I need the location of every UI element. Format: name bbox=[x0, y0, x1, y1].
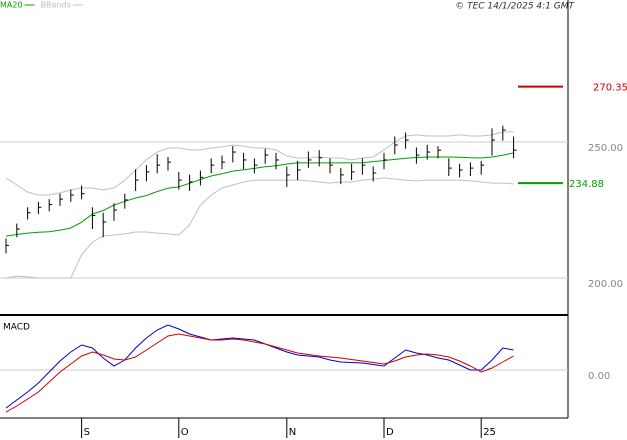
legend-label: BBands bbox=[41, 1, 71, 10]
y-tick-label: 250.00 bbox=[588, 143, 623, 154]
macd-line bbox=[5, 324, 514, 409]
x-tick-label: 25 bbox=[483, 427, 496, 438]
legend-label: MA20 bbox=[0, 1, 23, 10]
level-label: 270.35 bbox=[593, 83, 627, 94]
ma-line bbox=[5, 152, 514, 237]
y-tick-label: 200.00 bbox=[588, 279, 623, 290]
panel-title: MACD bbox=[3, 323, 30, 333]
level-label: 234.88 bbox=[569, 179, 604, 190]
x-tick-label: N bbox=[289, 427, 296, 438]
y-tick-label: 0.00 bbox=[588, 371, 610, 382]
x-tick-label: S bbox=[84, 427, 90, 438]
source-note: © TEC 14/1/2025 4:1 GMT bbox=[455, 2, 575, 12]
x-tick-label: D bbox=[386, 427, 394, 438]
band-upper bbox=[5, 131, 514, 196]
macd-line bbox=[5, 333, 514, 413]
band-lower bbox=[5, 177, 514, 279]
x-tick-label: O bbox=[181, 427, 189, 438]
